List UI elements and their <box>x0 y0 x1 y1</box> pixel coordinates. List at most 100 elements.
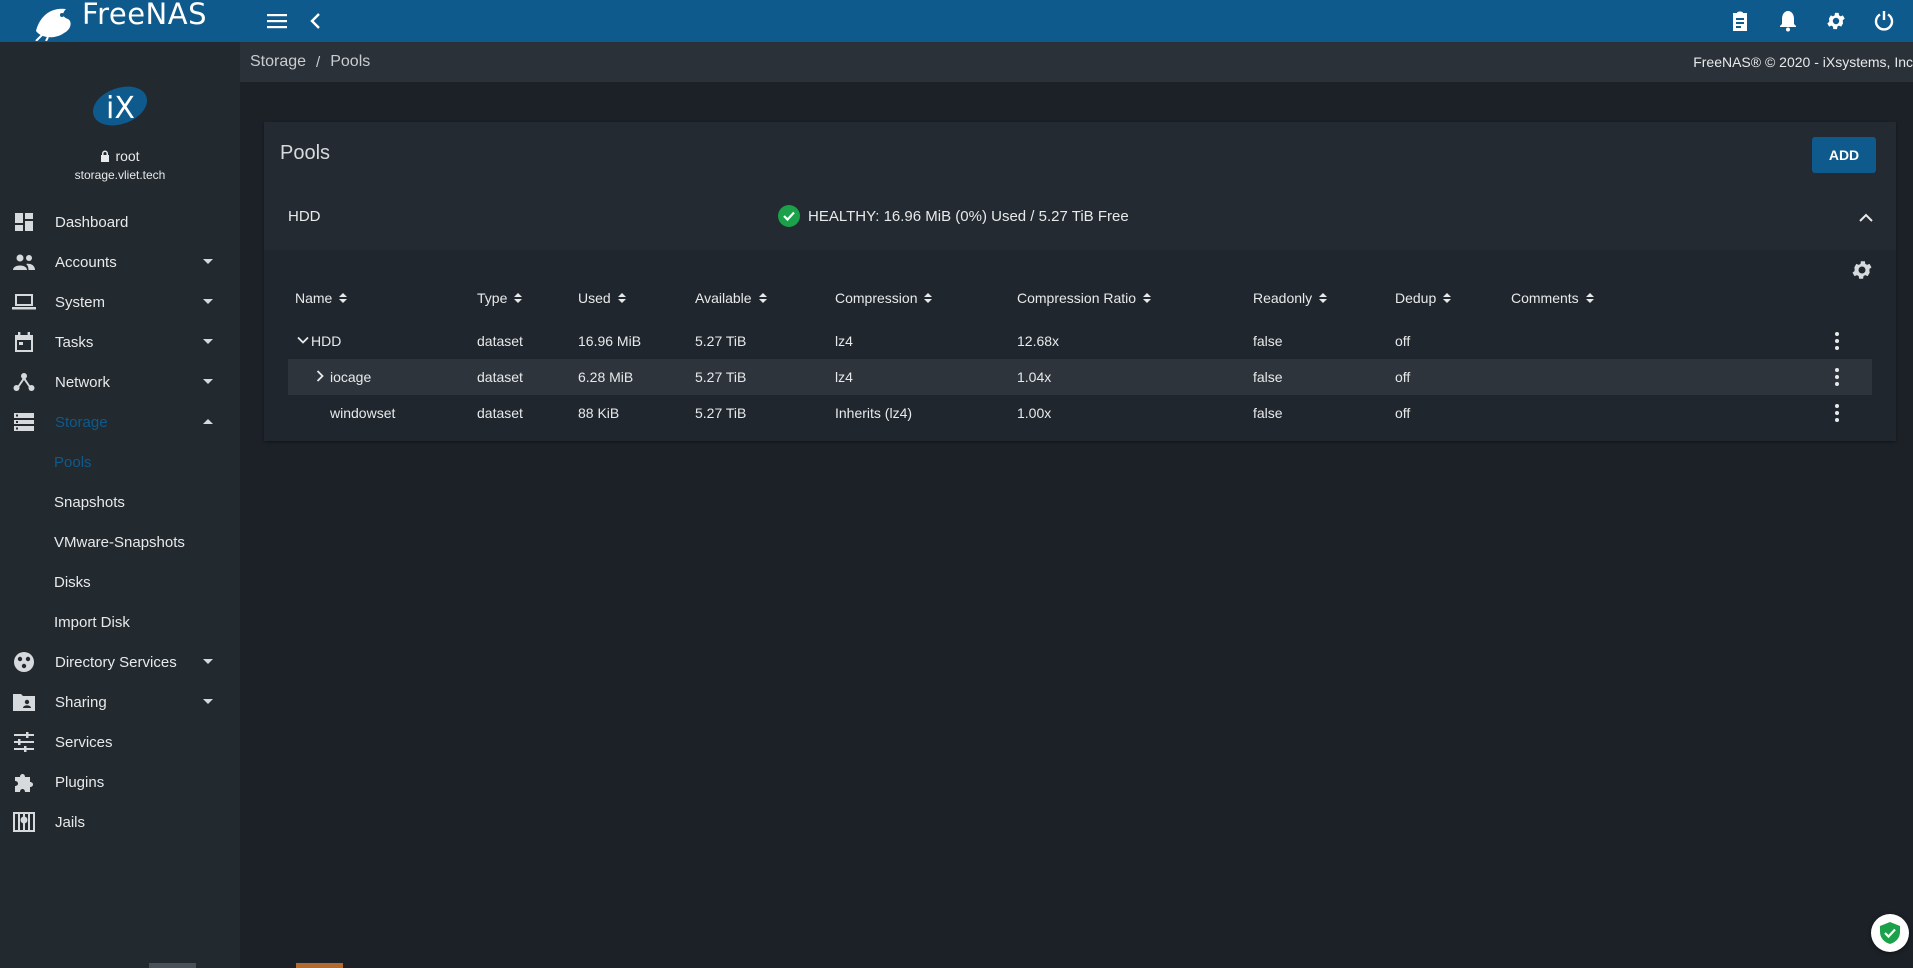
sidebar-item-label: Accounts <box>55 253 117 271</box>
chevron-down-icon[interactable] <box>296 333 310 347</box>
sidebar-subitem-pools[interactable]: Pools <box>54 453 92 471</box>
check-circle-icon <box>778 205 800 227</box>
sidebar-item-tasks[interactable]: Tasks <box>0 322 240 362</box>
menu-toggle-button[interactable] <box>262 6 292 36</box>
settings-button[interactable] <box>1821 6 1851 36</box>
directory-icon <box>12 650 36 674</box>
sidebar-item-system[interactable]: System <box>0 282 240 322</box>
pool-header[interactable]: HDD HEALTHY: 16.96 MiB (0%) Used / 5.27 … <box>264 186 1896 250</box>
network-icon <box>12 370 36 394</box>
user-host: storage.vliet.tech <box>74 168 166 182</box>
puzzle-icon <box>12 770 36 794</box>
column-header-type[interactable]: Type <box>477 290 523 306</box>
cell-type: dataset <box>477 369 523 385</box>
brand[interactable]: FreeNAS <box>32 0 207 42</box>
column-label: Type <box>477 290 508 306</box>
sort-icon <box>617 293 626 303</box>
breadcrumb-storage-link[interactable]: Storage <box>250 53 307 70</box>
user-name: root <box>0 148 240 164</box>
sidebar-item-dashboard[interactable]: Dashboard <box>0 202 240 242</box>
cell-compression: Inherits (lz4) <box>835 405 913 421</box>
table-row[interactable]: HDD dataset 16.96 MiB 5.27 TiB lz4 12.68… <box>288 323 1872 359</box>
chevron-right-icon[interactable] <box>313 369 327 383</box>
lock-icon <box>101 150 110 162</box>
column-header-comments[interactable]: Comments <box>1511 290 1594 306</box>
sidebar-item-network[interactable]: Network <box>0 362 240 402</box>
sidebar-item-label: Services <box>55 733 113 751</box>
table-row[interactable]: iocage dataset 6.28 MiB 5.27 TiB lz4 1.0… <box>288 359 1872 395</box>
column-header-available[interactable]: Available <box>695 290 767 306</box>
copyright-text[interactable]: FreeNAS® © 2020 - iXsystems, Inc <box>1693 54 1913 70</box>
sidebar-item-label: Dashboard <box>55 213 129 231</box>
pool-status: HEALTHY: 16.96 MiB (0%) Used / 5.27 TiB … <box>778 205 1129 227</box>
sidebar-item-jails[interactable]: Jails <box>0 802 240 842</box>
sort-icon <box>1443 293 1452 303</box>
sidebar-subitem-snapshots[interactable]: Snapshots <box>54 493 125 511</box>
sidebar-item-sharing[interactable]: Sharing <box>0 682 240 722</box>
chevron-down-icon <box>203 299 213 304</box>
sidebar-subitem-vmware-snapshots[interactable]: VMware-Snapshots <box>54 533 185 551</box>
sidebar-item-directory-services[interactable]: Directory Services <box>0 642 240 682</box>
column-header-readonly[interactable]: Readonly <box>1253 290 1328 306</box>
ix-logo-icon: iX <box>92 86 148 126</box>
column-header-name[interactable]: Name <box>295 290 348 306</box>
table-settings-button[interactable] <box>1850 258 1876 284</box>
table-header: Name Type Used Available Compression Com… <box>264 290 1896 314</box>
cell-compression-ratio: 1.00x <box>1017 405 1052 421</box>
chevron-down-icon <box>203 379 213 384</box>
svg-text:iX: iX <box>106 91 135 126</box>
sidebar-item-label: System <box>55 293 106 311</box>
chevron-down-icon <box>203 699 213 704</box>
page-title: Pools <box>280 142 331 164</box>
breadcrumb-pools: Pools <box>330 53 371 70</box>
sidebar-item-storage[interactable]: Storage <box>0 402 240 442</box>
column-header-compression-ratio[interactable]: Compression Ratio <box>1017 290 1152 306</box>
power-button[interactable] <box>1869 6 1899 36</box>
folder-share-icon <box>12 690 36 714</box>
column-header-compression[interactable]: Compression <box>835 290 933 306</box>
jail-icon <box>12 810 36 834</box>
table-row[interactable]: windowset dataset 88 KiB 5.27 TiB Inheri… <box>288 395 1872 431</box>
bell-icon <box>1780 11 1796 32</box>
column-label: Readonly <box>1253 290 1313 306</box>
sidebar-item-label: Directory Services <box>55 653 177 671</box>
cell-compression: lz4 <box>835 369 853 385</box>
sidebar-item-plugins[interactable]: Plugins <box>0 762 240 802</box>
clipboard-icon <box>1733 11 1747 31</box>
user-name-label: root <box>115 148 140 164</box>
pool-name: HDD <box>288 208 321 225</box>
row-actions-menu-icon[interactable] <box>1832 395 1842 431</box>
column-header-dedup[interactable]: Dedup <box>1395 290 1452 306</box>
cell-used: 16.96 MiB <box>578 333 642 349</box>
collapse-sidebar-button[interactable] <box>301 6 331 36</box>
alerts-button[interactable] <box>1773 6 1803 36</box>
row-actions-menu-icon[interactable] <box>1832 323 1842 359</box>
add-pool-button[interactable]: ADD <box>1812 137 1876 173</box>
sidebar-item-label: Network <box>55 373 111 391</box>
cell-dedup: off <box>1395 405 1411 421</box>
column-label: Available <box>695 290 752 306</box>
security-shield-button[interactable] <box>1871 914 1909 952</box>
freenas-logo-icon <box>35 8 71 41</box>
chevron-up-icon[interactable] <box>1854 206 1878 230</box>
breadcrumb: Storage / Pools FreeNAS® © 2020 - iXsyst… <box>240 42 1913 82</box>
sort-icon <box>1319 293 1328 303</box>
sidebar-item-services[interactable]: Services <box>0 722 240 762</box>
pool-status-text: HEALTHY: 16.96 MiB (0%) Used / 5.27 TiB … <box>808 207 1129 225</box>
cell-used: 88 KiB <box>578 405 620 421</box>
column-label: Compression <box>835 290 918 306</box>
chevron-left-icon <box>310 13 320 29</box>
task-manager-button[interactable] <box>1725 6 1755 36</box>
chevron-down-icon <box>203 659 213 664</box>
power-icon <box>1874 11 1894 31</box>
cell-name: iocage <box>330 369 372 385</box>
sidebar-item-accounts[interactable]: Accounts <box>0 242 240 282</box>
storage-icon <box>12 410 36 434</box>
sidebar-subitem-disks[interactable]: Disks <box>54 573 91 591</box>
sort-icon <box>1143 293 1152 303</box>
column-header-used[interactable]: Used <box>578 290 626 306</box>
row-actions-menu-icon[interactable] <box>1832 359 1842 395</box>
chevron-down-icon <box>203 339 213 344</box>
sidebar-subitem-import-disk[interactable]: Import Disk <box>54 613 130 631</box>
cell-name: windowset <box>330 405 396 421</box>
